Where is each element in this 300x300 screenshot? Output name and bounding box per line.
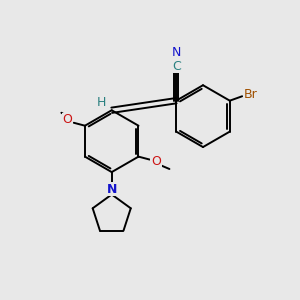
Text: Br: Br (244, 88, 258, 101)
Text: O: O (62, 113, 72, 126)
Text: N: N (106, 183, 117, 196)
Text: H: H (97, 96, 106, 110)
Text: C: C (172, 60, 181, 73)
Text: O: O (151, 155, 161, 168)
Text: N: N (172, 46, 181, 59)
